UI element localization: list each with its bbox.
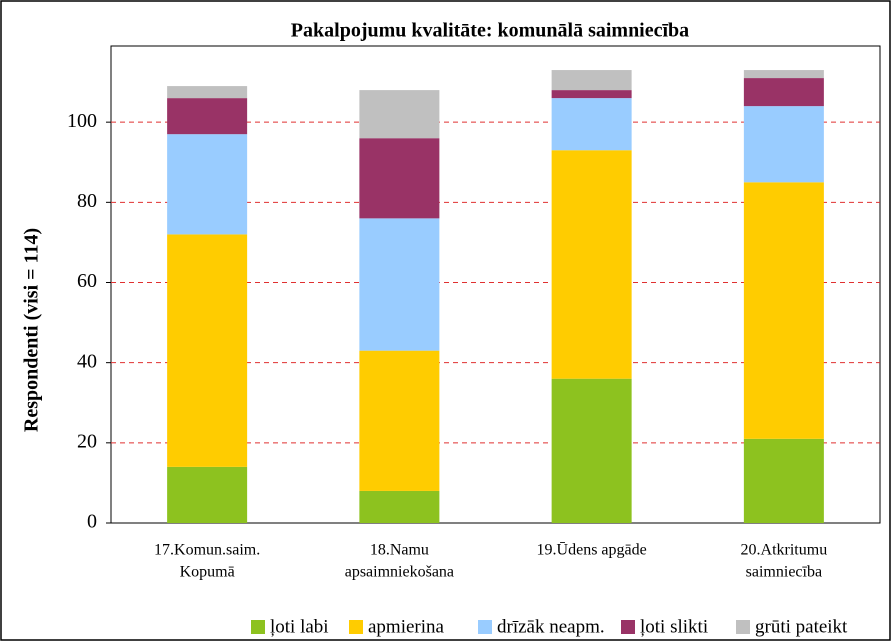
legend-label: apmierina <box>368 616 445 637</box>
bar-segment <box>167 86 248 99</box>
bar-segment <box>167 234 248 467</box>
legend-swatch <box>736 620 750 634</box>
bar-segment <box>743 78 824 107</box>
bar-segment <box>551 70 632 91</box>
legend-swatch <box>251 620 265 634</box>
legend-swatch <box>478 620 492 634</box>
bar-segment <box>167 466 248 523</box>
bar-segment <box>359 90 440 139</box>
bar-segment <box>743 182 824 439</box>
y-tick-label: 60 <box>77 270 97 292</box>
x-tick-label: 20.Atkritumu <box>741 542 828 559</box>
y-axis-label: Respondenti (visi = 114) <box>21 228 43 432</box>
bar-segment <box>359 490 440 523</box>
x-tick-label: Kopumā <box>180 564 235 581</box>
legend-label: grūti pateikt <box>755 616 848 637</box>
x-tick-label: 19.Ūdens apgāde <box>537 542 647 559</box>
x-tick-label: apsaimniekošana <box>345 564 454 581</box>
bar-segment <box>551 98 632 151</box>
y-tick-label: 80 <box>77 190 97 212</box>
legend-label: drīzāk neapm. <box>497 616 605 637</box>
legend-label: ļoti labi <box>270 616 329 637</box>
bar-segment <box>359 218 440 351</box>
legend-swatch <box>621 620 635 634</box>
bar-segment <box>743 106 824 183</box>
bar-segment <box>551 378 632 523</box>
bar-segment <box>167 134 248 235</box>
y-tick-label: 40 <box>77 350 97 372</box>
legend-label: ļoti slikti <box>640 616 708 637</box>
y-tick-label: 0 <box>87 511 97 533</box>
bar-segment <box>551 150 632 379</box>
y-tick-label: 100 <box>67 110 97 132</box>
bar-segment <box>359 138 440 219</box>
bar-segment <box>743 438 824 523</box>
bar-segment <box>551 90 632 99</box>
bar-segment <box>743 70 824 79</box>
bar-segment <box>359 350 440 491</box>
x-tick-label: 17.Komun.saim. <box>154 542 260 559</box>
x-tick-label: 18.Namu <box>370 542 429 559</box>
chart-title: Pakalpojumu kvalitāte: komunālā saimniec… <box>291 20 689 42</box>
bar-segment <box>167 98 248 135</box>
legend-swatch <box>349 620 363 634</box>
y-tick-label: 20 <box>77 430 97 452</box>
x-tick-label: saimniecība <box>746 564 822 581</box>
